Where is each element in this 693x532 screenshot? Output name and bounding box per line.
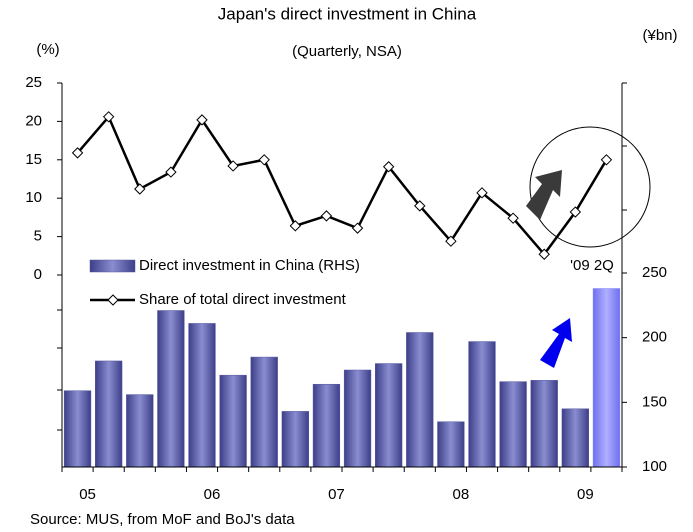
bar xyxy=(499,381,527,468)
line-marker xyxy=(600,154,613,166)
line-marker xyxy=(382,161,395,173)
bar xyxy=(406,332,434,468)
x-tick-label: 08 xyxy=(453,486,470,503)
annotation: '09 2Q xyxy=(570,257,614,274)
bar xyxy=(188,323,216,468)
line-marker xyxy=(538,248,550,260)
bar xyxy=(250,356,278,468)
bar xyxy=(95,360,123,468)
chart-subtitle: (Quarterly, NSA) xyxy=(292,43,402,60)
y-tick-label: 5 xyxy=(34,228,42,245)
x-tick-label: 07 xyxy=(328,486,345,503)
y-tick-label: 20 xyxy=(25,112,42,129)
line xyxy=(76,114,608,257)
bar xyxy=(530,380,558,468)
y-tick-label: 25 xyxy=(25,74,42,91)
bar xyxy=(343,369,372,468)
line-marker xyxy=(507,212,519,224)
y-tick-label: 10 xyxy=(25,189,42,206)
arrow xyxy=(526,170,562,220)
y-axis-label: (%) xyxy=(36,41,59,58)
line-marker xyxy=(227,160,239,172)
legend-label: Share of total direct investment xyxy=(139,291,347,308)
x-tick-label: 05 xyxy=(79,486,96,503)
line-marker xyxy=(414,200,426,212)
y2-axis-label: (¥bn) xyxy=(642,27,677,44)
bar xyxy=(126,394,154,468)
x-tick-label: 06 xyxy=(204,486,221,503)
line-marker xyxy=(445,235,457,247)
line-marker xyxy=(476,187,488,199)
bar xyxy=(281,411,309,468)
legend-label: Direct investment in China (RHS) xyxy=(139,257,360,274)
bar xyxy=(375,363,403,468)
bar xyxy=(561,408,589,468)
line-marker xyxy=(134,183,146,195)
y-tick-label: 0 xyxy=(34,266,42,283)
line-marker xyxy=(165,166,177,178)
y2-tick-label: 100 xyxy=(642,458,667,475)
bar xyxy=(468,341,496,468)
line-marker xyxy=(71,147,84,159)
source-note: Source: MUS, from MoF and BoJ's data xyxy=(30,511,295,528)
line-marker xyxy=(258,154,270,166)
y-tick-label: 15 xyxy=(25,151,42,168)
bar xyxy=(312,383,341,468)
line-marker xyxy=(320,210,333,222)
y2-tick-label: 200 xyxy=(642,329,667,346)
arrow xyxy=(540,318,572,368)
line-marker xyxy=(351,222,364,234)
legend-swatch xyxy=(107,294,119,306)
bar xyxy=(63,390,92,468)
chart-title: Japan's direct investment in China xyxy=(218,4,477,23)
bar xyxy=(219,374,247,468)
bar xyxy=(592,288,621,468)
line-marker xyxy=(102,111,115,123)
bar xyxy=(157,310,185,468)
y2-tick-label: 150 xyxy=(642,393,667,410)
line-marker xyxy=(289,220,302,232)
line-marker xyxy=(196,114,208,126)
legend-swatch xyxy=(89,259,136,273)
highlight-circle xyxy=(529,126,651,248)
bar xyxy=(437,421,465,468)
y2-tick-label: 250 xyxy=(642,264,667,281)
line-marker xyxy=(569,206,582,218)
x-tick-label: 09 xyxy=(577,486,594,503)
